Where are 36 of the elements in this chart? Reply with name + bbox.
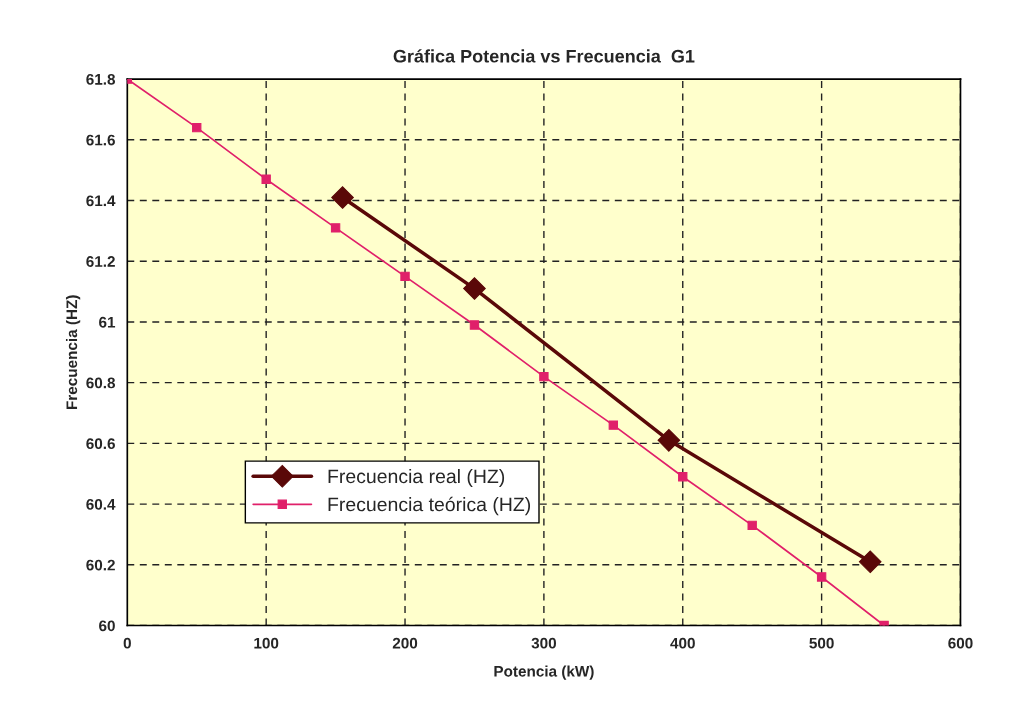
point bbox=[678, 472, 688, 482]
y-tick-label: 61.2 bbox=[86, 256, 115, 267]
y-tick-label: 60.6 bbox=[86, 438, 115, 450]
point bbox=[469, 320, 480, 330]
x-tick-label: 600 bbox=[948, 637, 973, 649]
y-tick-label: 60.4 bbox=[86, 498, 116, 510]
y-tick-label: 60 bbox=[99, 620, 115, 632]
point bbox=[463, 277, 486, 300]
x-tick-label: 100 bbox=[254, 637, 279, 649]
legend-label: Frecuencia real (HZ) bbox=[328, 468, 505, 488]
y-tick-label: 61.8 bbox=[86, 73, 116, 85]
y-tick-label: 61.4 bbox=[86, 195, 116, 207]
point bbox=[858, 550, 882, 574]
y-tick-label: 60.2 bbox=[86, 559, 115, 571]
chart-title: Gráfica Potencia vs Frecuencia G1 bbox=[393, 49, 695, 63]
point bbox=[539, 371, 549, 382]
point bbox=[747, 520, 757, 531]
point bbox=[816, 572, 827, 582]
y-tick-label: 60.8 bbox=[86, 377, 116, 389]
x-tick-label: 0 bbox=[123, 637, 131, 649]
point bbox=[608, 420, 619, 430]
point bbox=[192, 122, 202, 133]
point bbox=[330, 223, 341, 233]
point bbox=[657, 429, 681, 452]
point bbox=[331, 186, 354, 209]
x-tick-label: 400 bbox=[670, 637, 695, 649]
x-axis-title: Potencia (kW) bbox=[494, 665, 594, 680]
x-tick-label: 200 bbox=[392, 637, 418, 649]
x-tick-label: 500 bbox=[809, 637, 834, 649]
point bbox=[261, 174, 271, 184]
y-tick-label: 61.6 bbox=[86, 134, 115, 146]
y-tick-label: 61 bbox=[99, 316, 116, 328]
x-tick-label: 300 bbox=[531, 637, 557, 649]
legend-label: Frecuencia teórica (HZ) bbox=[328, 496, 531, 516]
point bbox=[400, 271, 410, 282]
y-axis-title: Frecuencia (HZ) bbox=[65, 295, 81, 410]
